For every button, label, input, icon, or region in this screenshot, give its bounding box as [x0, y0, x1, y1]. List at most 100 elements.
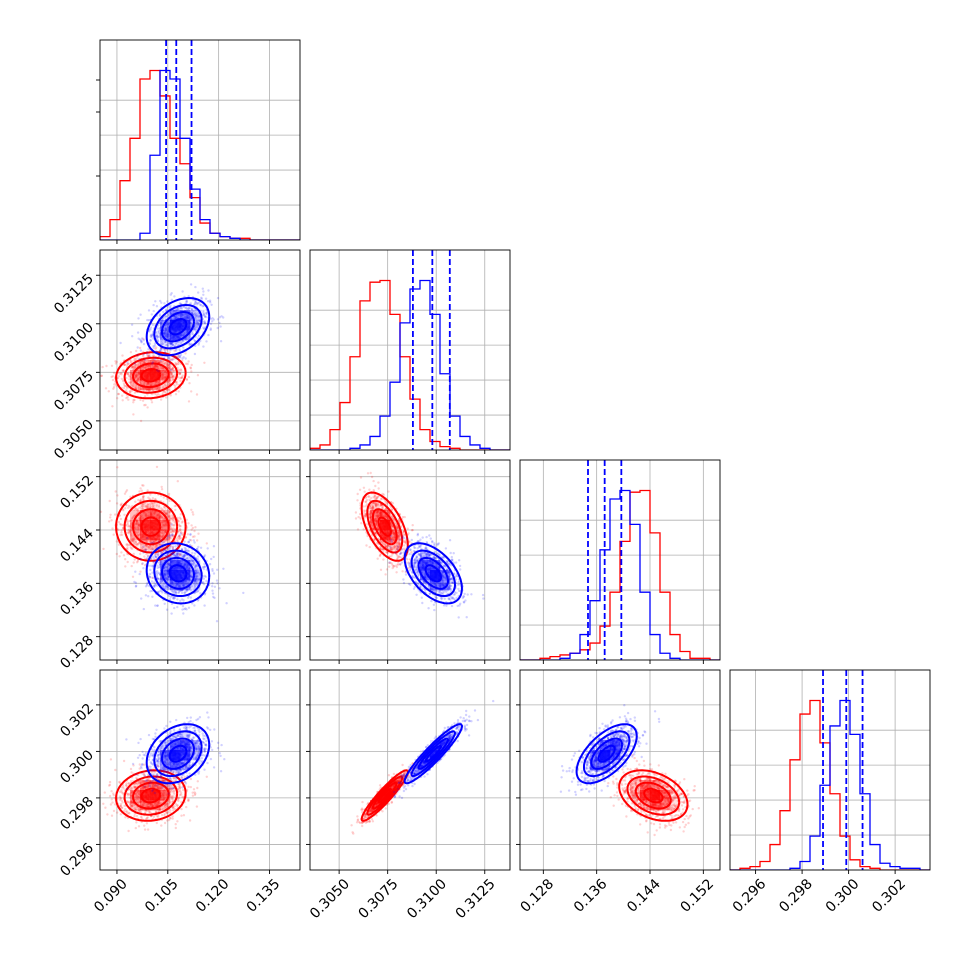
scatter-point — [177, 523, 181, 526]
scatter-point — [167, 564, 170, 567]
scatter-point — [152, 344, 155, 348]
scatter-point — [167, 492, 171, 496]
scatter-point — [154, 365, 157, 368]
scatter-point — [377, 509, 380, 513]
scatter-point — [212, 318, 215, 321]
scatter-point — [171, 546, 174, 549]
scatter-point — [130, 539, 134, 542]
scatter-point — [169, 535, 172, 538]
scatter-point — [196, 564, 199, 567]
scatter-point — [172, 552, 175, 555]
scatter-point — [123, 513, 126, 516]
scatter-point — [153, 364, 156, 367]
scatter-point — [201, 566, 204, 569]
scatter-point — [191, 511, 194, 514]
scatter-point — [178, 537, 181, 540]
scatter-point — [368, 507, 371, 510]
scatter-point — [153, 554, 157, 557]
scatter-point — [154, 555, 157, 559]
scatter-point — [183, 540, 186, 543]
scatter-point — [160, 562, 163, 565]
scatter-point — [133, 398, 136, 402]
scatter-point — [145, 557, 149, 560]
scatter-point — [146, 381, 150, 385]
scatter-point — [174, 508, 177, 512]
scatter-point — [161, 591, 164, 594]
scatter-point — [122, 509, 125, 512]
scatter-point — [141, 367, 145, 371]
scatter-point — [139, 313, 142, 316]
scatter-point — [179, 372, 182, 376]
scatter-point — [152, 541, 155, 544]
scatter-point — [164, 587, 167, 590]
scatter-point — [147, 388, 150, 391]
scatter-point — [112, 371, 116, 375]
scatter-point — [170, 371, 173, 375]
density-cell — [160, 530, 171, 541]
scatter-point — [186, 533, 190, 536]
scatter-point — [145, 504, 148, 508]
scatter-point — [376, 503, 379, 506]
scatter-point — [115, 502, 119, 505]
contours-series-1 — [145, 296, 211, 357]
scatter-point — [203, 604, 206, 607]
scatter-point — [132, 552, 135, 556]
scatter-point — [173, 590, 176, 593]
scatter-point — [149, 383, 153, 387]
scatter-point — [153, 585, 156, 589]
scatter-point — [168, 563, 171, 566]
scatter-point — [135, 522, 139, 526]
scatter-point — [137, 358, 141, 361]
scatter-point — [168, 367, 172, 370]
scatter-point — [129, 529, 132, 532]
scatter-point — [159, 398, 163, 401]
scatter-point — [166, 364, 169, 368]
scatter-point — [137, 510, 140, 513]
scatter-point — [167, 594, 171, 598]
scatter-point — [166, 555, 169, 559]
scatter-point — [142, 342, 146, 346]
scatter-point — [170, 514, 173, 517]
scatter-point — [155, 539, 158, 543]
scatter-point — [402, 547, 406, 550]
scatter-point — [194, 569, 198, 572]
scatter-point — [171, 590, 175, 593]
contours-series-0 — [115, 351, 187, 400]
scatter-point — [187, 307, 190, 310]
scatter-point — [185, 300, 188, 304]
scatter-point — [391, 547, 394, 550]
scatter-point — [135, 519, 138, 523]
scatter-point — [194, 579, 197, 582]
scatter-point — [172, 375, 175, 378]
scatter-point — [181, 532, 184, 535]
scatter-point — [149, 575, 152, 579]
scatter-point — [156, 572, 159, 575]
scatter-point — [179, 353, 183, 357]
scatter-point — [177, 591, 180, 595]
scatter-point — [150, 382, 154, 385]
scatter-point — [180, 334, 183, 338]
scatter-point — [141, 503, 145, 506]
scatter-point — [185, 587, 189, 591]
scatter-point — [190, 332, 194, 335]
scatter-point — [126, 521, 129, 524]
scatter-point — [159, 561, 162, 564]
scatter-point — [130, 383, 133, 386]
scatter-point — [210, 557, 213, 561]
scatter-point — [155, 369, 159, 372]
scatter-point — [188, 342, 191, 346]
scatter-point — [132, 515, 136, 518]
scatter-point — [153, 358, 156, 361]
scatter-point — [133, 540, 136, 543]
scatter-point — [166, 578, 169, 581]
scatter-point — [159, 581, 162, 584]
density-cell — [160, 570, 171, 581]
scatter-point — [195, 577, 198, 580]
scatter-point — [135, 520, 139, 524]
scatter-point — [204, 322, 207, 325]
scatter-point — [162, 342, 165, 345]
scatter-point — [146, 506, 149, 509]
scatter-point — [132, 366, 135, 369]
scatter-point — [164, 352, 167, 355]
scatter-point — [134, 364, 137, 367]
